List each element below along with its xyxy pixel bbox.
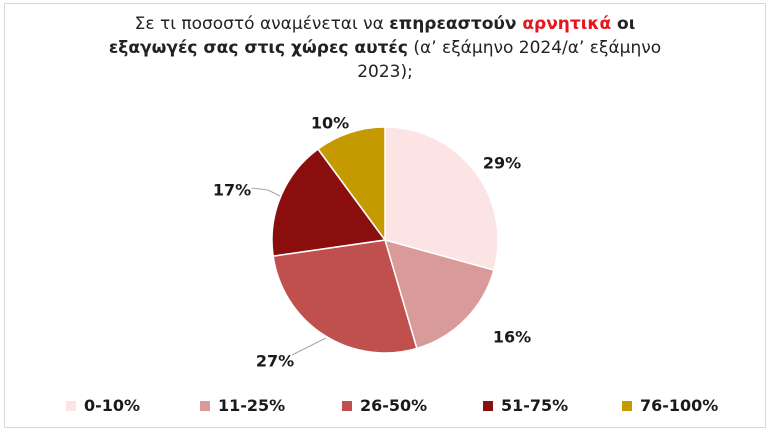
title-negative-word: αρνητικά <box>522 14 612 34</box>
pie-slice-26-50 <box>272 239 418 354</box>
legend-swatch-76-100 <box>622 400 632 411</box>
legend-label-26-50: 26-50% <box>360 396 428 415</box>
leader-line-26-50 <box>291 337 327 356</box>
legend-item-0-10: 0-10% <box>66 396 140 415</box>
title-part-1: Σε τι ποσοστό αναμένεται να <box>134 14 390 34</box>
legend-item-11-25: 11-25% <box>200 396 285 415</box>
title-part-7: 2023); <box>357 62 413 82</box>
title-part-2: επηρεαστούν <box>389 14 523 34</box>
legend-label-11-25: 11-25% <box>218 396 286 415</box>
title-part-4: οι <box>611 14 636 34</box>
legend-swatch-0-10 <box>66 400 76 411</box>
pie-slice-11-25 <box>383 238 495 350</box>
leader-line-51-75 <box>251 187 281 197</box>
legend-item-26-50: 26-50% <box>342 396 427 415</box>
pie-label-76-100: 10% <box>311 114 349 133</box>
chart-title: Σε τι ποσοστό αναμένεται να επηρεαστούν … <box>60 12 710 84</box>
chart-legend: 0-10% 11-25% 26-50% 51-75% 76-100% <box>0 396 772 420</box>
pie-slice-51-75 <box>271 147 387 257</box>
legend-label-76-100: 76-100% <box>640 396 719 415</box>
title-part-5: εξαγωγές σας στις χώρες αυτές <box>108 38 408 58</box>
legend-item-76-100: 76-100% <box>622 396 718 415</box>
pie-label-0-10: 29% <box>483 154 521 173</box>
legend-swatch-11-25 <box>200 400 210 411</box>
legend-item-51-75: 51-75% <box>483 396 568 415</box>
legend-swatch-26-50 <box>342 400 352 411</box>
legend-label-0-10: 0-10% <box>84 396 141 415</box>
pie-slice-76-100 <box>316 126 386 243</box>
legend-label-51-75: 51-75% <box>501 396 569 415</box>
legend-swatch-51-75 <box>483 400 493 411</box>
pie-label-51-75: 17% <box>213 181 251 200</box>
pie-label-11-25: 16% <box>493 328 531 347</box>
pie-slice-0-10 <box>384 126 499 272</box>
title-part-6: (α’ εξάμηνο 2024/α’ εξάμηνο <box>407 38 662 58</box>
pie-label-26-50: 27% <box>256 352 294 371</box>
